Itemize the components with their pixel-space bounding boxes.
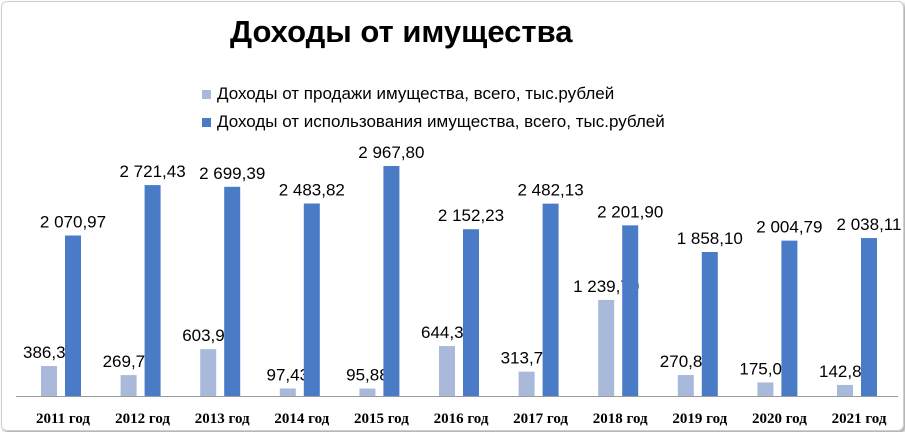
bar-sales-9 [757, 382, 774, 396]
bar-sales-2 [200, 349, 217, 396]
bar-usage-4 [383, 165, 400, 396]
bar-usage-10 [861, 238, 877, 396]
bar-usage-6 [542, 203, 559, 396]
x-tick-label-6: 2017 год [513, 411, 568, 427]
legend-swatch-usage [202, 117, 211, 127]
bar-sales-6 [518, 371, 535, 396]
data-label-sales-6: 313,70 [501, 349, 553, 368]
legend-item-sales: Доходы от продажи имущества, всего, тыс.… [202, 84, 614, 104]
bar-usage-2 [224, 186, 241, 396]
bar-usage-8 [701, 251, 718, 396]
legend-label-usage: Доходы от использования имущества, всего… [217, 112, 665, 131]
legend-item-usage: Доходы от использования имущества, всего… [202, 112, 665, 132]
data-label-sales-0: 386,37 [23, 343, 75, 362]
data-label-sales-2: 603,93 [182, 326, 234, 345]
x-tick-label-3: 2014 год [274, 411, 329, 427]
x-tick-label-0: 2011 год [36, 411, 90, 427]
data-label-usage-8: 1 858,10 [677, 229, 743, 248]
x-tick-label-4: 2015 год [354, 411, 409, 427]
data-label-sales-10: 142,88 [819, 362, 871, 381]
bar-sales-7 [598, 299, 615, 396]
data-label-usage-3: 2 483,82 [279, 181, 345, 200]
data-label-sales-9: 175,02 [739, 359, 791, 378]
bar-sales-8 [677, 375, 694, 396]
data-label-sales-8: 270,80 [660, 352, 712, 371]
bar-sales-4 [359, 388, 376, 396]
bar-sales-10 [837, 384, 853, 396]
bar-usage-7 [622, 225, 639, 396]
data-label-usage-0: 2 070,97 [40, 212, 106, 231]
data-label-sales-5: 644,32 [421, 323, 473, 342]
data-label-sales-3: 97,43 [267, 365, 310, 384]
bar-sales-1 [120, 375, 137, 396]
x-tick-label-7: 2018 год [593, 411, 648, 427]
bar-usage-3 [303, 203, 320, 396]
bar-usage-5 [463, 229, 479, 396]
bar-sales-0 [41, 366, 57, 396]
x-tick-label-1: 2012 год [115, 411, 170, 427]
bar-sales-5 [439, 346, 455, 396]
legend-swatch-sales [202, 89, 211, 99]
data-label-usage-4: 2 967,80 [358, 143, 424, 162]
x-tick-label-9: 2020 год [752, 411, 807, 427]
bar-usage-1 [144, 185, 161, 396]
data-label-usage-6: 2 482,13 [518, 181, 584, 200]
legend-label-sales: Доходы от продажи имущества, всего, тыс.… [217, 84, 615, 103]
bar-sales-3 [279, 388, 296, 396]
data-label-usage-10: 2 038,11 [837, 215, 902, 234]
x-tick-label-2: 2013 год [195, 411, 250, 427]
data-label-sales-1: 269,78 [103, 352, 155, 371]
data-label-usage-9: 2 004,79 [756, 218, 822, 237]
data-label-usage-7: 2 201,90 [597, 202, 663, 221]
bar-usage-9 [781, 240, 798, 396]
x-tick-label-8: 2019 год [672, 411, 727, 427]
data-label-usage-5: 2 152,23 [438, 206, 504, 225]
data-label-usage-1: 2 721,43 [120, 162, 186, 181]
data-label-usage-2: 2 699,39 [199, 164, 265, 183]
data-label-sales-4: 95,88 [346, 366, 389, 385]
x-tick-label-10: 2021 год [832, 411, 887, 427]
chart-title: Доходы от имущества [230, 14, 573, 49]
x-tick-label-5: 2016 год [434, 411, 489, 427]
bar-usage-0 [65, 235, 81, 396]
